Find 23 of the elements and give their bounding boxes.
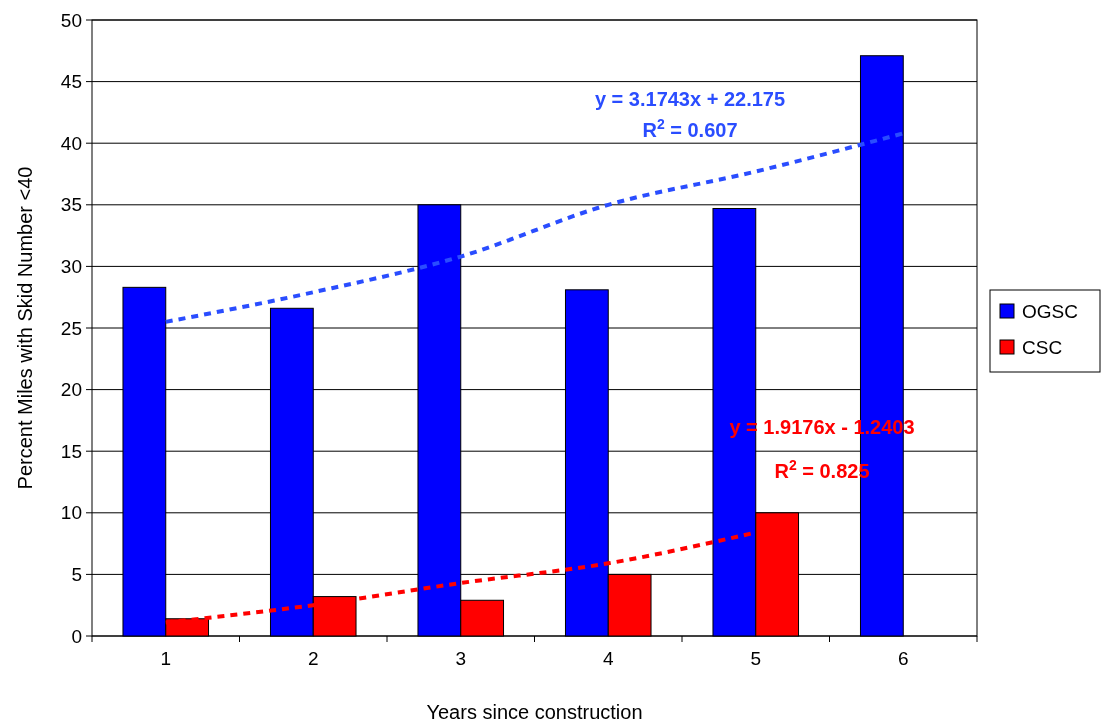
y-tick-label: 15 <box>60 440 82 462</box>
x-tick-label: 3 <box>455 648 467 669</box>
y-axis-title: Percent Miles with Skid Number <40 <box>14 166 36 490</box>
y-tick-label: 50 <box>60 9 82 31</box>
y-tick-label: 25 <box>60 317 82 339</box>
x-tick-label: 5 <box>750 648 762 669</box>
legend-label: OGSC <box>1022 300 1078 322</box>
x-axis-title: Years since construction <box>426 701 643 723</box>
y-tick-label: 45 <box>60 71 82 93</box>
y-tick-label: 30 <box>60 256 82 278</box>
y-tick-label: 10 <box>60 502 82 524</box>
x-tick-label: 1 <box>160 648 172 669</box>
y-tick-label: 35 <box>60 194 82 216</box>
annotation: R$^{2}$ = 0.607 <box>642 116 738 141</box>
y-tick-label: 0 <box>71 625 82 647</box>
legend-label: CSC <box>1022 336 1063 358</box>
y-tick-label: 5 <box>71 564 82 586</box>
x-tick-label: 4 <box>602 648 614 669</box>
y-tick-label: 40 <box>60 132 82 154</box>
annotation: y = 3.1743x + 22.175 <box>594 88 786 110</box>
x-tick-label: 2 <box>307 648 319 669</box>
y-tick-label: 20 <box>60 379 82 401</box>
x-tick-label: 6 <box>897 648 909 669</box>
